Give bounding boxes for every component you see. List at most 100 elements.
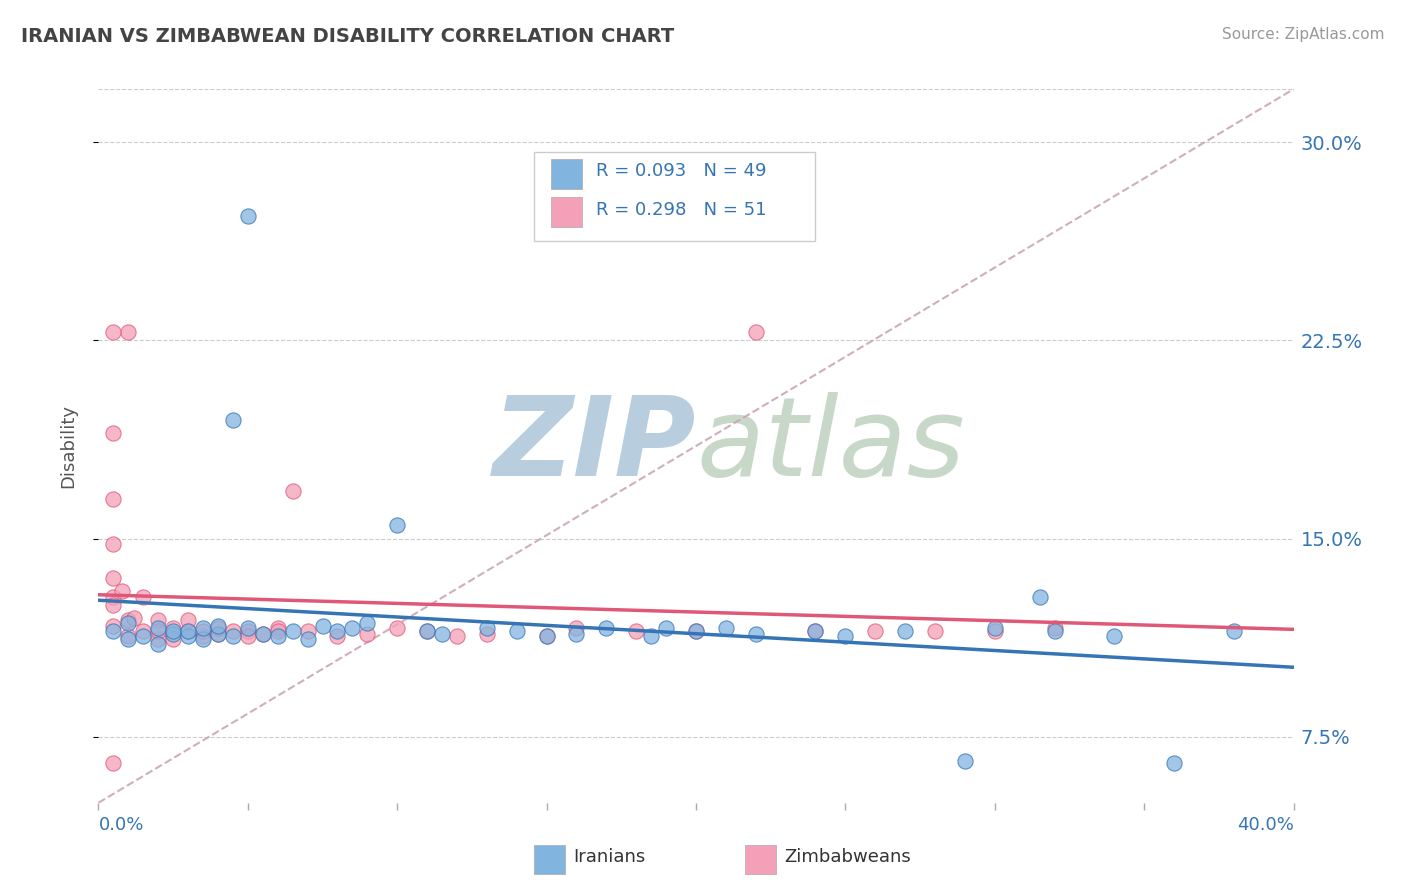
Text: Source: ZipAtlas.com: Source: ZipAtlas.com — [1222, 27, 1385, 42]
Point — [267, 624, 290, 638]
Point — [626, 624, 648, 638]
Y-axis label: Disability: Disability — [59, 404, 77, 488]
Point — [124, 611, 146, 625]
Point — [1163, 756, 1185, 771]
Point — [177, 614, 200, 628]
Point — [475, 621, 498, 635]
Point — [342, 621, 364, 635]
Point — [655, 621, 678, 635]
Point — [834, 629, 856, 643]
Point — [745, 326, 768, 340]
Point — [1043, 621, 1066, 635]
Point — [103, 537, 125, 551]
Point — [191, 621, 214, 635]
Point — [326, 629, 349, 643]
Point — [1028, 590, 1050, 604]
Point — [148, 632, 170, 646]
Point — [148, 624, 170, 638]
Point — [953, 754, 976, 768]
Point — [714, 621, 737, 635]
Text: IRANIAN VS ZIMBABWEAN DISABILITY CORRELATION CHART: IRANIAN VS ZIMBABWEAN DISABILITY CORRELA… — [21, 27, 675, 45]
Point — [207, 621, 229, 635]
Point — [177, 624, 200, 638]
Point — [103, 491, 125, 506]
Point — [894, 624, 917, 638]
Text: R = 0.298   N = 51: R = 0.298 N = 51 — [596, 201, 766, 219]
Point — [984, 624, 1007, 638]
Point — [475, 626, 498, 640]
Point — [1043, 624, 1066, 638]
Point — [565, 621, 588, 635]
Point — [236, 624, 259, 638]
Point — [326, 624, 349, 638]
Text: ZIP: ZIP — [492, 392, 696, 500]
Point — [252, 626, 274, 640]
Point — [117, 616, 139, 631]
Point — [162, 621, 184, 635]
Point — [236, 629, 259, 643]
Text: Zimbabweans: Zimbabweans — [785, 848, 911, 866]
Point — [804, 624, 827, 638]
Point — [117, 326, 139, 340]
Point — [281, 483, 304, 498]
Point — [117, 632, 139, 646]
Point — [132, 624, 155, 638]
Point — [297, 632, 319, 646]
Point — [148, 637, 170, 651]
Point — [117, 614, 139, 628]
Point — [103, 326, 125, 340]
Point — [297, 624, 319, 638]
Text: R = 0.093   N = 49: R = 0.093 N = 49 — [596, 162, 766, 180]
Point — [506, 624, 529, 638]
Point — [685, 624, 707, 638]
Point — [685, 624, 707, 638]
Point — [162, 626, 184, 640]
Point — [103, 571, 125, 585]
Point — [162, 632, 184, 646]
Point — [356, 626, 378, 640]
Point — [1104, 629, 1126, 643]
Point — [207, 626, 229, 640]
Point — [385, 621, 409, 635]
Point — [416, 624, 439, 638]
Text: 40.0%: 40.0% — [1237, 816, 1294, 834]
Point — [132, 590, 155, 604]
Point — [148, 621, 170, 635]
Point — [162, 624, 184, 638]
Point — [595, 621, 617, 635]
Point — [191, 629, 214, 643]
Point — [311, 618, 333, 632]
Point — [267, 621, 290, 635]
Point — [281, 624, 304, 638]
Point — [865, 624, 887, 638]
Point — [103, 425, 125, 440]
Point — [565, 626, 588, 640]
Text: Iranians: Iranians — [574, 848, 645, 866]
Point — [103, 756, 125, 771]
Point — [111, 584, 134, 599]
Point — [222, 629, 245, 643]
Point — [640, 629, 662, 643]
Point — [536, 629, 558, 643]
Point — [177, 624, 200, 638]
Point — [191, 632, 214, 646]
Point — [103, 624, 125, 638]
Point — [745, 626, 768, 640]
Point — [177, 629, 200, 643]
Point — [430, 626, 453, 640]
Point — [222, 412, 245, 426]
Point — [222, 624, 245, 638]
Point — [356, 616, 378, 631]
Point — [103, 590, 125, 604]
Point — [103, 618, 125, 632]
Text: 0.0%: 0.0% — [98, 816, 143, 834]
Point — [984, 621, 1007, 635]
Point — [207, 626, 229, 640]
Point — [103, 598, 125, 612]
Point — [385, 518, 409, 533]
Point — [207, 618, 229, 632]
Point — [132, 629, 155, 643]
Point — [1223, 624, 1246, 638]
Point — [236, 621, 259, 635]
Point — [252, 626, 274, 640]
